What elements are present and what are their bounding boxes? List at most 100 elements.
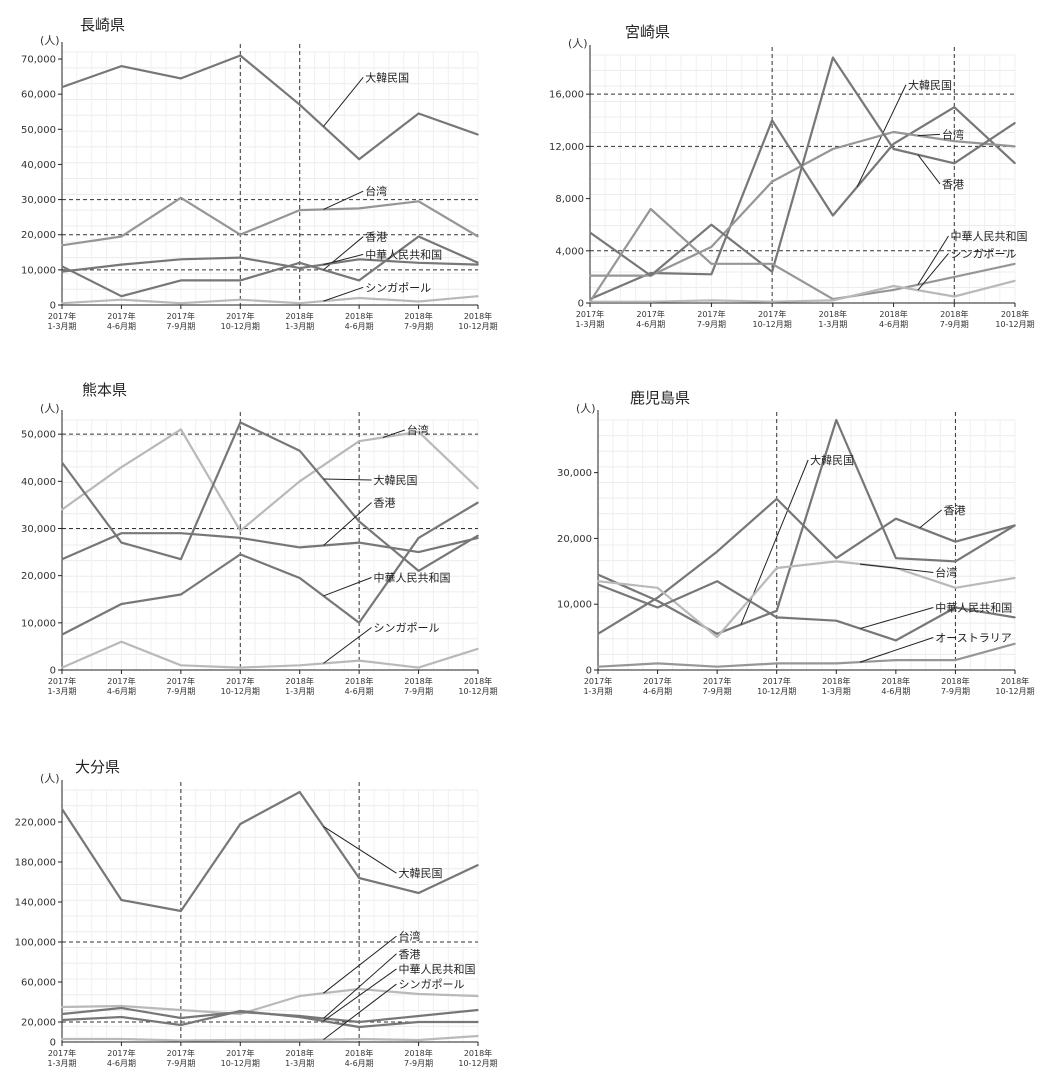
x-tick-label: 2018年 1-3月期 xyxy=(285,311,314,331)
data-point xyxy=(477,235,479,238)
y-tick-label: 140,000 xyxy=(15,898,56,909)
unit-label: (人) xyxy=(40,34,60,47)
data-point xyxy=(710,299,713,302)
series-label: 中華人民共和国 xyxy=(374,572,451,585)
data-point xyxy=(895,659,897,661)
x-tick-label: 2018年 7-9月期 xyxy=(404,676,433,696)
data-point xyxy=(649,208,652,210)
data-point xyxy=(180,1017,182,1019)
y-tick-label: 50,000 xyxy=(21,125,56,136)
data-point xyxy=(953,295,956,298)
data-point xyxy=(656,600,659,602)
x-tick-label: 2017年 1-3月期 xyxy=(575,309,604,329)
data-point xyxy=(120,1007,123,1009)
data-point xyxy=(775,662,778,665)
data-point xyxy=(417,570,420,572)
data-point xyxy=(597,633,599,635)
data-point xyxy=(358,541,360,544)
series-line xyxy=(61,640,479,669)
data-point xyxy=(832,299,834,302)
data-point xyxy=(239,233,242,236)
chart-title: 長崎県 xyxy=(80,16,125,34)
data-point xyxy=(358,297,360,299)
chart-panel-5: 大分県 (人) 20,000 60,000 100,000 140,000 180,000 2… xyxy=(15,758,498,1068)
series-label: 大韓民国 xyxy=(810,453,854,467)
data-point xyxy=(298,995,301,997)
data-point xyxy=(954,540,957,543)
x-tick-label: 2018年 10-12月期 xyxy=(995,676,1034,696)
series-label: 台湾 xyxy=(942,127,964,141)
data-point xyxy=(775,567,778,569)
leader-line xyxy=(917,253,949,291)
data-point xyxy=(832,214,834,217)
data-point xyxy=(417,993,420,995)
series-label: オーストラリア xyxy=(935,632,1011,645)
unit-label: (人) xyxy=(568,37,588,50)
series-line xyxy=(597,418,1016,635)
series-line xyxy=(597,580,1016,642)
data-point xyxy=(710,223,713,226)
data-point xyxy=(61,808,63,810)
leader-line xyxy=(323,478,372,481)
data-point xyxy=(477,1021,479,1023)
data-point xyxy=(892,131,895,133)
data-point xyxy=(656,596,659,599)
leader-line xyxy=(323,253,364,266)
x-tick-label: 2018年 1-3月期 xyxy=(822,676,851,696)
x-tick-label: 2017年 1-3月期 xyxy=(47,311,76,331)
data-point xyxy=(716,665,718,668)
data-point xyxy=(597,580,599,582)
data-point xyxy=(477,1035,479,1037)
x-tick-label: 2017年 10-12月期 xyxy=(753,309,792,329)
series-label: 大韓民国 xyxy=(365,70,409,84)
data-point xyxy=(417,666,420,669)
series-line xyxy=(590,279,1016,303)
data-point xyxy=(358,158,360,160)
series-line xyxy=(61,54,479,161)
data-point xyxy=(954,586,957,589)
data-point xyxy=(1014,524,1016,527)
leader-line xyxy=(323,577,372,597)
x-tick-label: 2018年 10-12月期 xyxy=(458,676,497,696)
data-point xyxy=(239,256,242,259)
data-point xyxy=(417,430,420,433)
data-point xyxy=(239,823,242,825)
y-tick-label: 60,000 xyxy=(21,978,56,989)
y-tick-label: 0 xyxy=(586,666,592,677)
x-tick-label: 2018年 4-6月期 xyxy=(879,309,908,329)
series-line xyxy=(61,295,479,305)
series-label: 香港 xyxy=(374,497,396,510)
data-point xyxy=(180,1039,182,1042)
x-tick-label: 2017年 10-12月期 xyxy=(221,311,260,331)
leader-line xyxy=(323,953,397,1019)
data-point xyxy=(61,265,63,268)
data-point xyxy=(61,461,63,464)
x-tick-label: 2018年 1-3月期 xyxy=(818,309,847,329)
series-line xyxy=(61,790,479,913)
data-point xyxy=(298,449,301,452)
data-point xyxy=(1014,162,1016,165)
data-point xyxy=(771,263,773,265)
data-point xyxy=(239,1013,242,1015)
chart-panel-1: 長崎県 (人) 0 10,000 20,000 30,000 40,000 50,000 60,… xyxy=(21,16,498,331)
x-tick-label: 2017年 7-9月期 xyxy=(166,1048,195,1068)
data-point xyxy=(589,274,591,277)
leader-line xyxy=(323,286,364,302)
series-label: 中華人民共和国 xyxy=(935,602,1012,615)
data-point xyxy=(120,1005,123,1007)
data-point xyxy=(477,501,479,504)
data-point xyxy=(1014,145,1016,148)
data-point xyxy=(358,520,360,523)
leader-line xyxy=(323,935,397,994)
data-point xyxy=(61,244,63,247)
data-point xyxy=(775,609,778,612)
data-point xyxy=(771,180,773,183)
data-point xyxy=(61,666,63,669)
unit-label: (人) xyxy=(40,772,60,785)
data-point xyxy=(239,537,242,539)
data-point xyxy=(597,583,599,586)
y-tick-label: 30,000 xyxy=(557,468,592,479)
x-tick-label: 2017年 7-9月期 xyxy=(703,676,732,696)
data-point xyxy=(358,440,360,443)
data-point xyxy=(239,279,242,282)
